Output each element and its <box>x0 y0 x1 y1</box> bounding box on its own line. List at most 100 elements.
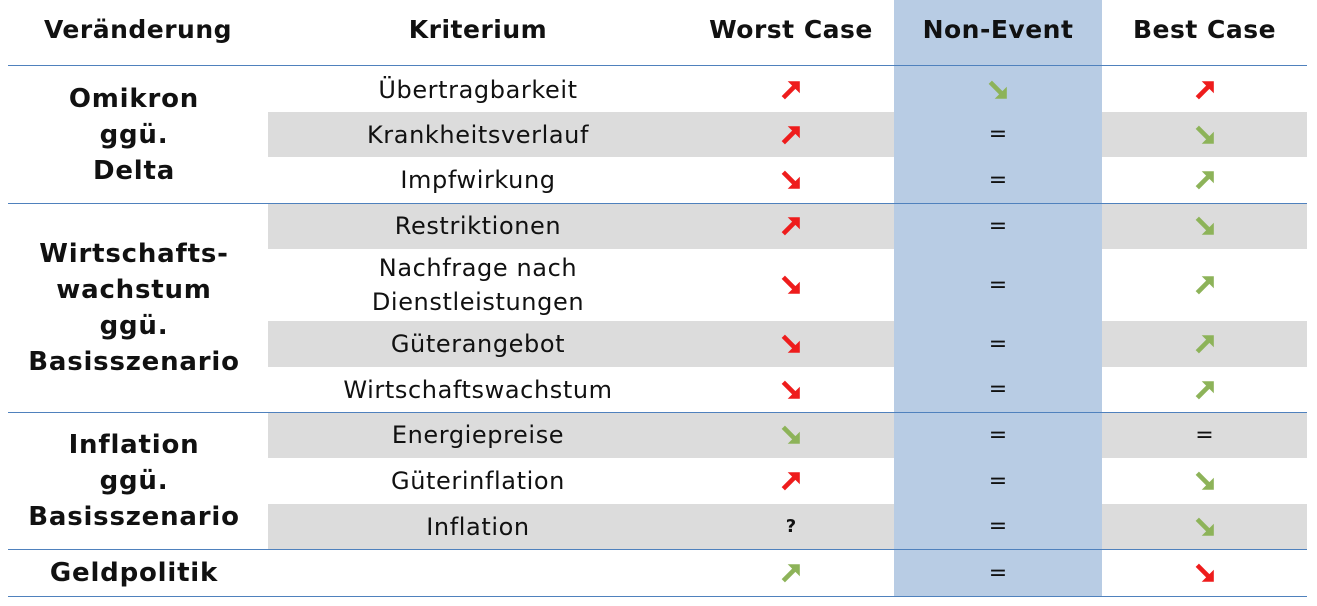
arrow-down-right-icon <box>1195 125 1214 144</box>
worst-case-cell <box>688 321 894 367</box>
arrow-down-right-icon <box>781 275 800 294</box>
group-label-line: Delta <box>92 156 176 186</box>
table-row: Inflation? = <box>0 504 1307 549</box>
kriterium-cell <box>268 550 688 596</box>
non-event-cell-background <box>894 203 1102 249</box>
arrow-up-right-icon <box>781 125 800 144</box>
group-label-line: Geldpolitik <box>49 558 219 588</box>
worst-case-cell <box>688 367 894 412</box>
worst-case-cell <box>688 412 894 458</box>
best-case-cell <box>1102 367 1307 412</box>
table-row: Übertragbarkeit <box>0 67 1307 112</box>
equal-symbol: = <box>988 422 1008 448</box>
best-case-cell <box>1102 504 1307 549</box>
table-row: Impfwirkung = <box>0 157 1307 203</box>
group-label-line: Omikron <box>68 84 200 114</box>
kriterium-cell: Restriktionen <box>394 212 562 240</box>
equal-symbol: = <box>988 560 1008 586</box>
arrow-up-right-icon <box>1195 335 1214 354</box>
table-row: Restriktionen = <box>0 203 1307 249</box>
non-event-cell: = <box>894 249 1102 321</box>
worst-case-cell <box>688 157 894 203</box>
row-shading <box>268 504 1307 549</box>
non-event-cell: = <box>894 321 1102 367</box>
arrow-down-right-icon <box>1195 517 1214 536</box>
best-case-cell <box>1102 249 1307 321</box>
group-label: Geldpolitik <box>0 550 268 596</box>
group-label-line: ggü. <box>99 120 169 150</box>
table-header: Veränderung Kriterium Worst Case Non-Eve… <box>0 0 1317 58</box>
row-shading <box>268 412 1307 458</box>
non-event-cell: = <box>894 157 1102 203</box>
worst-case-cell <box>688 203 894 249</box>
arrow-up-right-icon <box>1195 276 1214 295</box>
best-case-cell <box>1102 112 1307 157</box>
arrow-down-right-icon <box>781 425 800 444</box>
header-non-event: Non-Event <box>922 14 1074 44</box>
equal-symbol: = <box>988 331 1008 357</box>
best-case-cell <box>1102 550 1307 596</box>
divider-line <box>8 549 1307 550</box>
non-event-cell: = <box>894 367 1102 412</box>
equal-symbol: = <box>988 122 1008 147</box>
arrow-down-right-icon <box>1195 471 1214 490</box>
group-label-line: Basisszenario <box>28 501 240 532</box>
non-event-cell-background <box>894 321 1102 367</box>
non-event-cell-background <box>894 112 1102 157</box>
row-shading <box>268 112 1307 157</box>
non-event-cell-background <box>894 412 1102 458</box>
arrow-up-right-icon <box>1195 171 1214 190</box>
kriterium-cell: Güterangebot <box>390 330 566 358</box>
arrow-up-right-icon <box>781 564 800 583</box>
non-event-cell: = <box>894 203 1102 249</box>
table-row: Nachfrage nach Dienstleistungen = <box>0 249 1307 321</box>
group-label: Omikron ggü. Delta <box>0 67 268 203</box>
header-best-case: Best Case <box>1132 14 1277 44</box>
header-kriterium: Kriterium <box>408 14 548 44</box>
best-case-cell <box>1102 203 1307 249</box>
equal-symbol: = <box>988 167 1008 193</box>
table-row: Wirtschaftswachstum = <box>0 367 1307 412</box>
equal-symbol: = <box>988 514 1008 539</box>
divider-line <box>8 65 1307 66</box>
worst-case-cell <box>688 67 894 112</box>
worst-case-cell: ? <box>688 504 894 549</box>
arrow-down-right-icon <box>781 334 800 353</box>
worst-case-cell <box>688 458 894 504</box>
row-shading <box>268 203 1307 249</box>
group-label: Wirtschafts-wachstum ggü. Basisszenario <box>0 203 268 412</box>
arrow-down-right-icon <box>781 170 800 189</box>
divider-line <box>8 596 1307 597</box>
group-label-line: Wirtschafts- <box>39 238 229 269</box>
worst-case-cell <box>688 249 894 321</box>
arrow-down-right-icon <box>781 380 800 399</box>
table-row: Güterinflation = <box>0 458 1307 504</box>
best-case-cell <box>1102 67 1307 112</box>
equal-symbol: = <box>988 272 1008 298</box>
worst-case-cell <box>688 550 894 596</box>
table-row: Krankheitsverlauf = <box>0 112 1307 157</box>
equal-symbol: = <box>988 468 1008 494</box>
group-label-line: ggü. <box>99 465 169 496</box>
arrow-down-right-icon <box>988 80 1007 99</box>
non-event-cell-background <box>894 504 1102 549</box>
header-worst-case: Worst Case <box>709 14 873 44</box>
best-case-cell <box>1102 458 1307 504</box>
group-label-line: Inflation <box>68 429 200 460</box>
kriterium-cell: Impfwirkung <box>400 166 556 194</box>
table-row: Güterangebot = <box>0 321 1307 367</box>
row-shading <box>268 321 1307 367</box>
arrow-up-right-icon <box>1195 80 1214 99</box>
group-label: Inflation ggü. Basisszenario <box>0 412 268 549</box>
arrow-up-right-icon <box>1195 380 1214 399</box>
equal-symbol: = <box>1195 422 1214 448</box>
group-label-line: ggü. <box>99 310 169 341</box>
divider-line <box>8 412 1307 413</box>
header-veraenderung: Veränderung <box>43 14 233 44</box>
non-event-column-background <box>894 0 1102 596</box>
equal-symbol: = <box>988 213 1008 239</box>
non-event-cell: = <box>894 412 1102 458</box>
kriterium-cell: Wirtschaftswachstum <box>343 375 613 404</box>
non-event-cell <box>894 67 1102 112</box>
arrow-down-right-icon <box>1195 563 1214 582</box>
